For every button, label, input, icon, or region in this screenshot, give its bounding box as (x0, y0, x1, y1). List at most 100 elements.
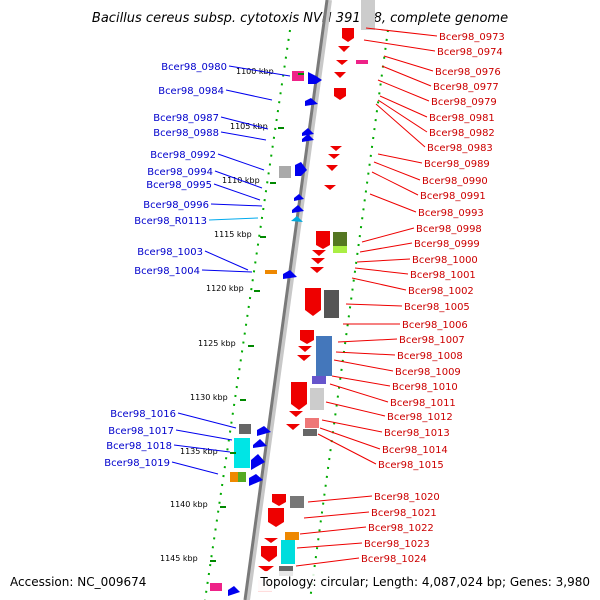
reverse-gene-label[interactable]: Bcer98_0990 (422, 176, 488, 187)
reverse-gene-arrow[interactable] (300, 330, 314, 344)
reverse-gene-label[interactable]: Bcer98_1007 (399, 335, 465, 346)
reverse-gene-label[interactable]: Bcer98_1022 (368, 523, 434, 534)
forward-gene-arrow[interactable] (302, 134, 314, 142)
forward-gene-arrow[interactable] (308, 72, 322, 84)
reverse-gene-arrow[interactable] (326, 165, 338, 171)
reverse-gene-label[interactable]: Bcer98_1011 (390, 398, 456, 409)
reverse-gene-label[interactable]: Bcer98_0979 (431, 97, 497, 108)
forward-gene-arrow[interactable] (302, 128, 314, 136)
reverse-gene-label[interactable]: Bcer98_0983 (427, 143, 493, 154)
label-leader-line (354, 267, 409, 275)
forward-gene-label[interactable]: Bcer98_0980 (161, 62, 227, 73)
reverse-gene-arrow[interactable] (310, 267, 324, 273)
forward-gene-arrow[interactable] (253, 439, 267, 448)
forward-gene-label[interactable]: Bcer98_0988 (153, 128, 219, 139)
reverse-gene-label[interactable]: Bcer98_1000 (412, 255, 478, 266)
reverse-gene-label[interactable]: Bcer98_0974 (437, 47, 503, 58)
reverse-gene-label[interactable]: Bcer98_1023 (364, 539, 430, 550)
forward-gene-label[interactable]: Bcer98_0992 (150, 150, 216, 161)
reverse-gene-arrow[interactable] (328, 154, 340, 159)
forward-gene-label[interactable]: Bcer98_1018 (106, 441, 172, 452)
forward-gene-arrow[interactable] (292, 205, 304, 213)
reverse-gene-arrow[interactable] (334, 72, 346, 78)
reverse-gene-label[interactable]: Bcer98_1005 (404, 302, 470, 313)
forward-gene-label[interactable]: Bcer98_0984 (158, 86, 224, 97)
forward-gene-label[interactable]: Bcer98_1019 (104, 458, 170, 469)
map-title: Bacillus cereus subsp. cytotoxis NVH 391… (92, 11, 508, 26)
reverse-gene-label[interactable]: Bcer98_0977 (433, 82, 499, 93)
label-leader-line (177, 412, 237, 429)
reverse-gene-label[interactable]: Bcer98_0999 (414, 239, 480, 250)
reverse-gene-label[interactable]: Bcer98_0993 (418, 208, 484, 219)
reverse-gene-label[interactable]: Bcer98_0998 (416, 224, 482, 235)
reverse-gene-label[interactable]: Bcer98_1013 (384, 428, 450, 439)
reverse-gene-arrow[interactable] (258, 566, 274, 572)
feature-box (333, 246, 347, 253)
label-leader-line (359, 242, 413, 253)
reverse-gene-label[interactable]: Bcer98_1012 (387, 412, 453, 423)
forward-gene-arrow[interactable] (295, 162, 307, 176)
reverse-gene-label[interactable]: Bcer98_1008 (397, 351, 463, 362)
reverse-gene-arrow[interactable] (261, 546, 277, 562)
reverse-gene-arrow[interactable] (286, 424, 300, 430)
reverse-gene-label[interactable]: Bcer98_0981 (429, 113, 495, 124)
reverse-gene-label[interactable]: Bcer98_1024 (361, 554, 427, 565)
forward-gene-arrow[interactable] (305, 98, 318, 106)
reverse-gene-arrow[interactable] (324, 185, 336, 190)
label-leader-line (337, 338, 398, 343)
forward-gene-label[interactable]: Bcer98_0987 (153, 113, 219, 124)
reverse-gene-label[interactable]: Bcer98_0989 (424, 159, 490, 170)
reverse-gene-arrow[interactable] (316, 231, 330, 249)
forward-gene-arrow[interactable] (294, 194, 304, 201)
reverse-gene-label[interactable]: Bcer98_1014 (382, 445, 448, 456)
label-leader-line (303, 511, 370, 519)
forward-gene-label[interactable]: Bcer98_0996 (143, 200, 209, 211)
reverse-gene-label[interactable]: Bcer98_1010 (392, 382, 458, 393)
reverse-gene-label[interactable]: Bcer98_0976 (435, 67, 501, 78)
forward-gene-label[interactable]: Bcer98_0995 (146, 180, 212, 191)
reverse-gene-arrow[interactable] (338, 46, 350, 52)
rna-gene-arrow[interactable] (291, 216, 303, 222)
label-leader-line (201, 269, 253, 273)
reverse-gene-label[interactable]: Bcer98_1021 (371, 508, 437, 519)
reverse-gene-label[interactable]: Bcer98_0991 (420, 191, 486, 202)
reverse-gene-arrow[interactable] (312, 250, 326, 256)
forward-gene-arrow[interactable] (251, 454, 265, 470)
reverse-gene-label[interactable]: Bcer98_1002 (408, 286, 474, 297)
reverse-gene-arrow[interactable] (336, 60, 348, 65)
reverse-gene-arrow[interactable] (334, 88, 346, 100)
forward-gene-arrow[interactable] (257, 426, 271, 436)
forward-gene-arrow[interactable] (228, 586, 240, 596)
forward-gene-label[interactable]: Bcer98_1016 (110, 409, 176, 420)
reverse-gene-arrow[interactable] (268, 508, 284, 527)
forward-gene-label[interactable]: Bcer98_R0113 (134, 216, 207, 227)
reverse-gene-arrow[interactable] (289, 411, 303, 417)
reverse-gene-arrow[interactable] (272, 494, 286, 506)
reverse-gene-label[interactable]: Bcer98_1015 (378, 460, 444, 471)
reverse-gene-arrow[interactable] (342, 28, 354, 42)
label-leader-line (371, 171, 419, 196)
reverse-gene-arrow[interactable] (264, 538, 278, 543)
label-leader-line (319, 427, 381, 450)
reverse-gene-arrow[interactable] (298, 346, 312, 352)
feature-box (303, 429, 317, 436)
reverse-gene-arrow[interactable] (291, 382, 307, 410)
reverse-gene-arrow[interactable] (330, 146, 342, 151)
forward-gene-arrow[interactable] (283, 270, 297, 279)
reverse-gene-label[interactable]: Bcer98_1009 (395, 367, 461, 378)
label-leader-line (296, 542, 363, 549)
label-leader-line (307, 495, 373, 503)
reverse-gene-label[interactable]: Bcer98_1001 (410, 270, 476, 281)
forward-gene-arrow[interactable] (249, 474, 263, 486)
reverse-gene-label[interactable]: Bcer98_1006 (402, 320, 468, 331)
reverse-gene-label[interactable]: Bcer98_0982 (429, 128, 495, 139)
forward-gene-label[interactable]: Bcer98_1004 (134, 266, 200, 277)
forward-gene-label[interactable]: Bcer98_1003 (137, 247, 203, 258)
forward-gene-label[interactable]: Bcer98_0994 (147, 167, 213, 178)
reverse-gene-arrow[interactable] (305, 288, 321, 316)
reverse-gene-label[interactable]: Bcer98_1020 (374, 492, 440, 503)
reverse-gene-arrow[interactable] (311, 258, 325, 264)
reverse-gene-arrow[interactable] (297, 355, 311, 361)
reverse-gene-label[interactable]: Bcer98_0973 (439, 32, 505, 43)
forward-gene-label[interactable]: Bcer98_1017 (108, 426, 174, 437)
